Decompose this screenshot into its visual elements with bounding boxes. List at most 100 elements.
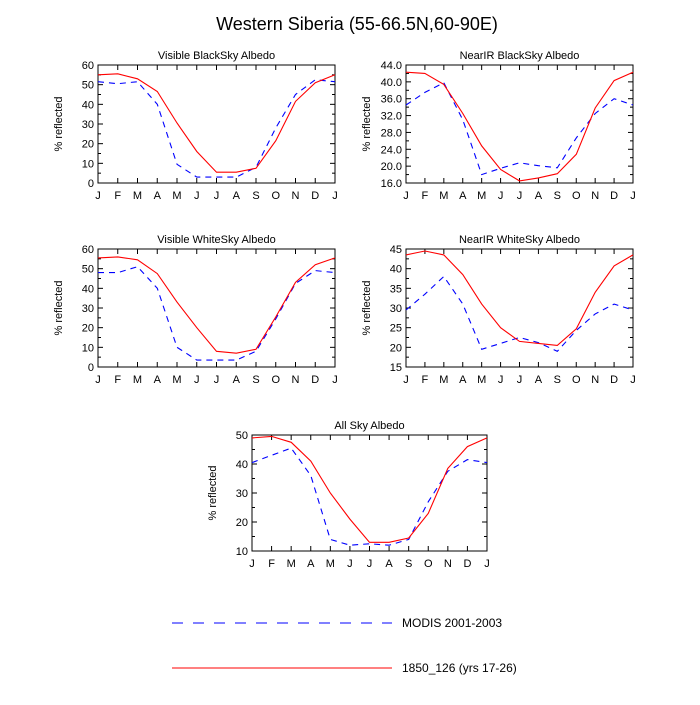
series-line-model bbox=[97, 73, 336, 173]
y-tick-label: 35 bbox=[390, 283, 402, 295]
x-tick-label: J bbox=[347, 558, 353, 570]
x-tick-label: J bbox=[249, 558, 255, 570]
y-tick-label: 16.0 bbox=[381, 178, 402, 190]
y-tick-label: 40 bbox=[236, 459, 248, 471]
x-tick-label: M bbox=[477, 374, 486, 386]
y-tick-label: 15 bbox=[390, 362, 402, 374]
y-tick-label: 0 bbox=[88, 178, 94, 190]
x-tick-label: J bbox=[403, 190, 409, 202]
x-tick-label: O bbox=[271, 374, 280, 386]
x-tick-label: M bbox=[287, 558, 296, 570]
x-tick-label: A bbox=[535, 190, 543, 202]
panel-title: Visible BlackSky Albedo bbox=[158, 50, 275, 62]
y-tick-label: 20 bbox=[82, 139, 94, 151]
x-tick-label: F bbox=[114, 374, 121, 386]
x-tick-label: A bbox=[535, 374, 543, 386]
x-tick-label: J bbox=[214, 374, 220, 386]
x-tick-label: J bbox=[498, 190, 504, 202]
x-tick-label: D bbox=[463, 558, 471, 570]
y-tick-label: 32.0 bbox=[381, 111, 402, 123]
x-tick-label: S bbox=[405, 558, 412, 570]
x-tick-label: S bbox=[252, 374, 259, 386]
series-line-model bbox=[251, 435, 488, 543]
y-tick-label: 30 bbox=[390, 303, 402, 315]
x-tick-label: J bbox=[630, 374, 636, 386]
x-tick-label: A bbox=[154, 374, 162, 386]
x-tick-label: A bbox=[385, 558, 393, 570]
x-tick-label: S bbox=[554, 374, 561, 386]
series-line-modis bbox=[97, 79, 336, 178]
x-tick-label: D bbox=[610, 190, 618, 202]
x-tick-label: S bbox=[252, 190, 259, 202]
x-tick-label: F bbox=[268, 558, 275, 570]
x-tick-label: M bbox=[477, 190, 486, 202]
plot-frame bbox=[97, 64, 336, 184]
legend-modis-label: MODIS 2001-2003 bbox=[402, 616, 502, 630]
x-tick-label: O bbox=[271, 190, 280, 202]
x-tick-label: N bbox=[292, 374, 300, 386]
x-tick-label: J bbox=[403, 374, 409, 386]
x-tick-label: A bbox=[233, 374, 241, 386]
x-tick-label: O bbox=[424, 558, 433, 570]
x-tick-label: J bbox=[95, 374, 101, 386]
x-tick-label: M bbox=[172, 374, 181, 386]
y-tick-label: 44.0 bbox=[381, 60, 402, 72]
y-tick-label: 20.0 bbox=[381, 161, 402, 173]
x-tick-label: J bbox=[95, 190, 101, 202]
x-tick-label: N bbox=[591, 190, 599, 202]
series-line-modis bbox=[405, 275, 634, 352]
x-tick-label: A bbox=[307, 558, 315, 570]
x-tick-label: N bbox=[591, 374, 599, 386]
panel-title: NearIR BlackSky Albedo bbox=[460, 50, 580, 62]
panel-title: All Sky Albedo bbox=[334, 420, 404, 432]
x-tick-label: F bbox=[422, 190, 429, 202]
x-tick-label: J bbox=[484, 558, 490, 570]
series-line-model bbox=[97, 256, 336, 354]
y-tick-label: 60 bbox=[82, 60, 94, 72]
x-tick-label: N bbox=[292, 190, 300, 202]
y-tick-label: 28.0 bbox=[381, 127, 402, 139]
x-tick-label: D bbox=[311, 374, 319, 386]
y-tick-label: 10 bbox=[236, 546, 248, 558]
x-tick-label: J bbox=[517, 374, 523, 386]
plot-frame bbox=[405, 248, 634, 368]
x-tick-label: A bbox=[233, 190, 241, 202]
x-tick-label: J bbox=[332, 190, 338, 202]
series-line-modis bbox=[405, 81, 634, 176]
y-tick-label: 24.0 bbox=[381, 144, 402, 156]
y-tick-label: 50 bbox=[236, 430, 248, 442]
y-tick-label: 30 bbox=[82, 119, 94, 131]
x-tick-label: A bbox=[459, 374, 467, 386]
x-tick-label: J bbox=[517, 190, 523, 202]
y-axis-label: % reflected bbox=[361, 96, 373, 151]
y-tick-label: 25 bbox=[390, 323, 402, 335]
panel-title: Visible WhiteSky Albedo bbox=[157, 234, 275, 246]
series-line-model bbox=[405, 250, 634, 346]
x-tick-label: M bbox=[133, 374, 142, 386]
y-tick-label: 20 bbox=[82, 323, 94, 335]
x-tick-label: J bbox=[194, 190, 200, 202]
y-tick-label: 40 bbox=[82, 283, 94, 295]
legend: MODIS 2001-2003 1850_126 (yrs 17-26) bbox=[172, 616, 517, 675]
y-tick-label: 40.0 bbox=[381, 77, 402, 89]
x-tick-label: J bbox=[194, 374, 200, 386]
y-tick-label: 36.0 bbox=[381, 94, 402, 106]
y-tick-label: 45 bbox=[390, 244, 402, 256]
x-tick-label: M bbox=[326, 558, 335, 570]
y-tick-label: 20 bbox=[236, 517, 248, 529]
y-tick-label: 10 bbox=[82, 158, 94, 170]
x-tick-label: D bbox=[311, 190, 319, 202]
y-axis-label: % reflected bbox=[361, 280, 373, 335]
panel-nearir-blacksky: NearIR BlackSky Albedo 16.0 20.0 24.0 28.0 32… bbox=[361, 50, 636, 202]
y-tick-label: 50 bbox=[82, 80, 94, 92]
x-tick-label: J bbox=[630, 190, 636, 202]
plot-frame bbox=[251, 434, 488, 552]
x-tick-label: J bbox=[498, 374, 504, 386]
y-tick-label: 40 bbox=[390, 264, 402, 276]
y-axis-label: % reflected bbox=[53, 280, 65, 335]
x-tick-label: F bbox=[422, 374, 429, 386]
x-tick-label: J bbox=[367, 558, 373, 570]
